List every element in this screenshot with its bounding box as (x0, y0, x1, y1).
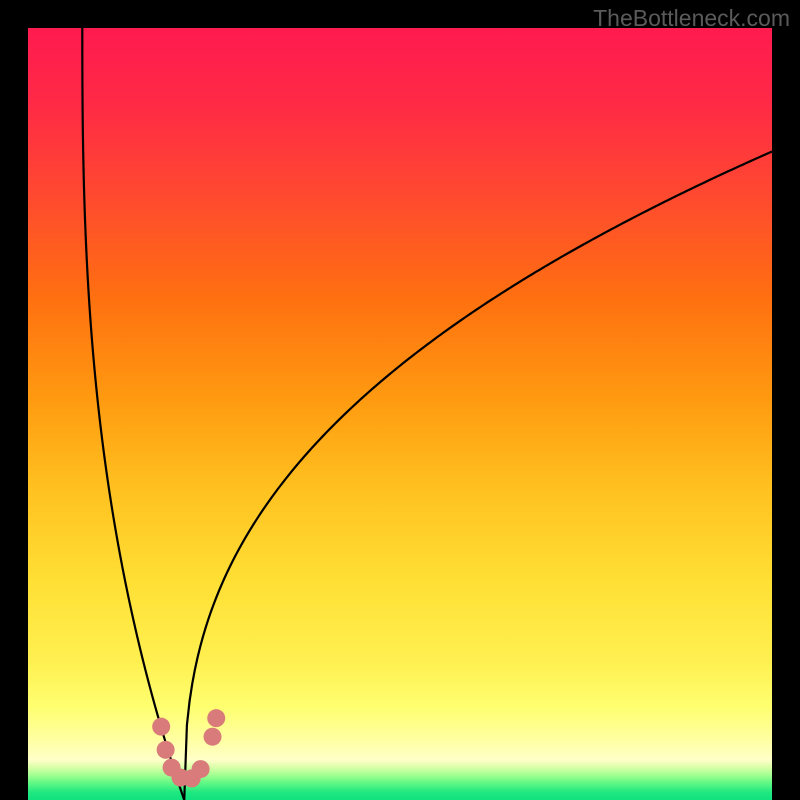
watermark-text: TheBottleneck.com (593, 5, 790, 32)
plot-svg (28, 28, 772, 800)
chart-outer: TheBottleneck.com (0, 0, 800, 800)
marker-dot (157, 741, 175, 759)
gradient-bg (28, 28, 772, 800)
plot-area (28, 28, 772, 800)
marker-dot (192, 760, 210, 778)
marker-dot (152, 718, 170, 736)
marker-dot (207, 709, 225, 727)
marker-dot (204, 728, 222, 746)
